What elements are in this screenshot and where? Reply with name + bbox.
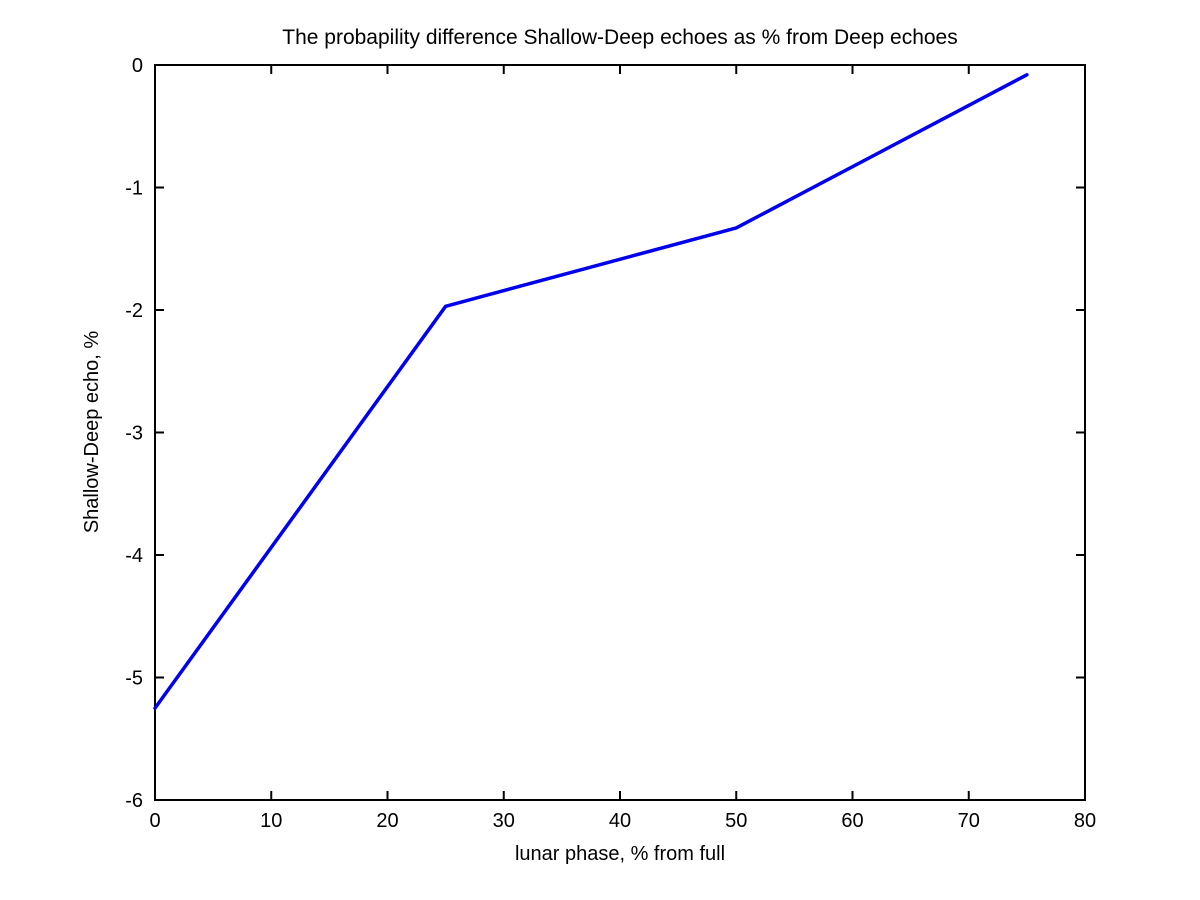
x-axis-label: lunar phase, % from full	[515, 843, 725, 865]
x-tick-label: 30	[493, 810, 515, 832]
data-line	[153, 73, 1029, 710]
x-tick-label: 80	[1074, 810, 1096, 832]
x-tick-label: 60	[841, 810, 863, 832]
x-tick-label: 50	[725, 810, 747, 832]
x-tick-label: 20	[376, 810, 398, 832]
y-axis-label: Shallow-Deep echo, %	[81, 331, 103, 534]
y-tick-label: -4	[125, 545, 143, 567]
chart-title: The probapility difference Shallow-Deep …	[282, 26, 958, 49]
x-tick-label: 10	[260, 810, 282, 832]
y-tick-label: -2	[125, 300, 143, 322]
y-tick-label: -1	[125, 178, 143, 200]
x-tick-label: 0	[149, 810, 160, 832]
x-tick-label: 70	[958, 810, 980, 832]
y-tick-label: 0	[132, 55, 143, 77]
y-tick-label: -6	[125, 790, 143, 812]
axes-box	[154, 64, 1086, 801]
x-tick-label: 40	[609, 810, 631, 832]
y-tick-label: -3	[125, 423, 143, 445]
y-tick-label: -5	[125, 668, 143, 690]
